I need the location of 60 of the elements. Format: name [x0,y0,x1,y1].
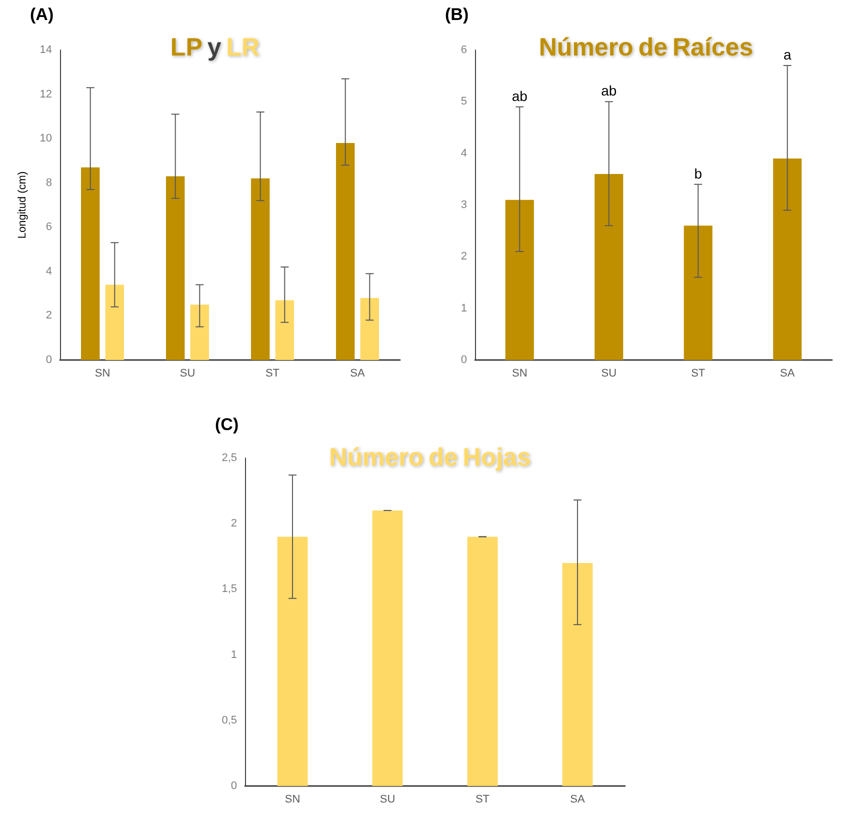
text: (B) [445,5,469,24]
y-tick-label: 4 [460,147,467,160]
x-tick-label: SN [284,794,300,806]
x-tick-label: SN [94,368,110,380]
y-tick-label: 5 [460,96,467,108]
x-tick-label: SA [570,794,586,806]
y-tick-label: 0 [460,354,467,366]
bar [105,284,124,360]
y-tick-label: 1 [460,302,467,314]
x-tick-label: SU [180,368,196,380]
x-tick-label: ST [265,368,280,380]
x-tick-label: SA [350,368,366,380]
bar [505,200,534,360]
chart-title: LP y LR [170,34,260,62]
bar [360,298,380,360]
bar [467,536,498,786]
y-tick-label: 2,5 [222,452,237,464]
y-tick-label: 0,5 [222,714,237,726]
x-tick-label: SU [380,794,396,806]
x-tick-label: SU [601,368,617,380]
y-tick-label: 2 [46,310,52,322]
y-tick-label: 0 [230,780,237,792]
x-tick-label: SN [512,368,528,380]
bar [562,562,593,786]
x-tick-label: ST [691,368,706,380]
y-tick-label: 14 [40,44,52,56]
y-tick-label: 2 [230,518,237,530]
y-tick-label: 1,5 [222,583,237,596]
y-tick-label: 3 [460,199,467,211]
bar [773,158,802,360]
y-tick-label: 2 [460,250,467,263]
bar [80,167,100,360]
y-tick-label: 12 [40,88,52,100]
bar [275,300,294,360]
annotation: a [783,46,792,62]
y-tick-label: 10 [40,132,52,145]
text: (C) [215,415,239,434]
bar [190,304,210,360]
x-tick-label: ST [475,794,490,806]
annotation: ab [601,82,617,99]
y-axis-title: Longitud (cm) [16,171,28,239]
chart-title: Número de Raíces [538,34,754,62]
x-tick-label: SA [780,368,796,380]
y-tick-label: 0 [46,354,52,366]
text: (A) [30,5,54,24]
y-tick-label: 1 [230,648,237,661]
y-tick-label: 8 [46,176,52,189]
bar [166,176,185,360]
annotation: b [694,165,702,182]
y-tick-label: 6 [460,44,467,56]
bar [594,174,624,360]
bar [684,226,712,360]
bar [336,143,355,360]
annotation: ab [512,88,528,104]
bar [372,510,403,786]
y-tick-label: 6 [46,221,52,234]
bar [277,536,308,786]
bar [250,178,270,360]
y-tick-label: 4 [46,265,52,278]
chart-title: Número de Hojas [329,444,531,472]
